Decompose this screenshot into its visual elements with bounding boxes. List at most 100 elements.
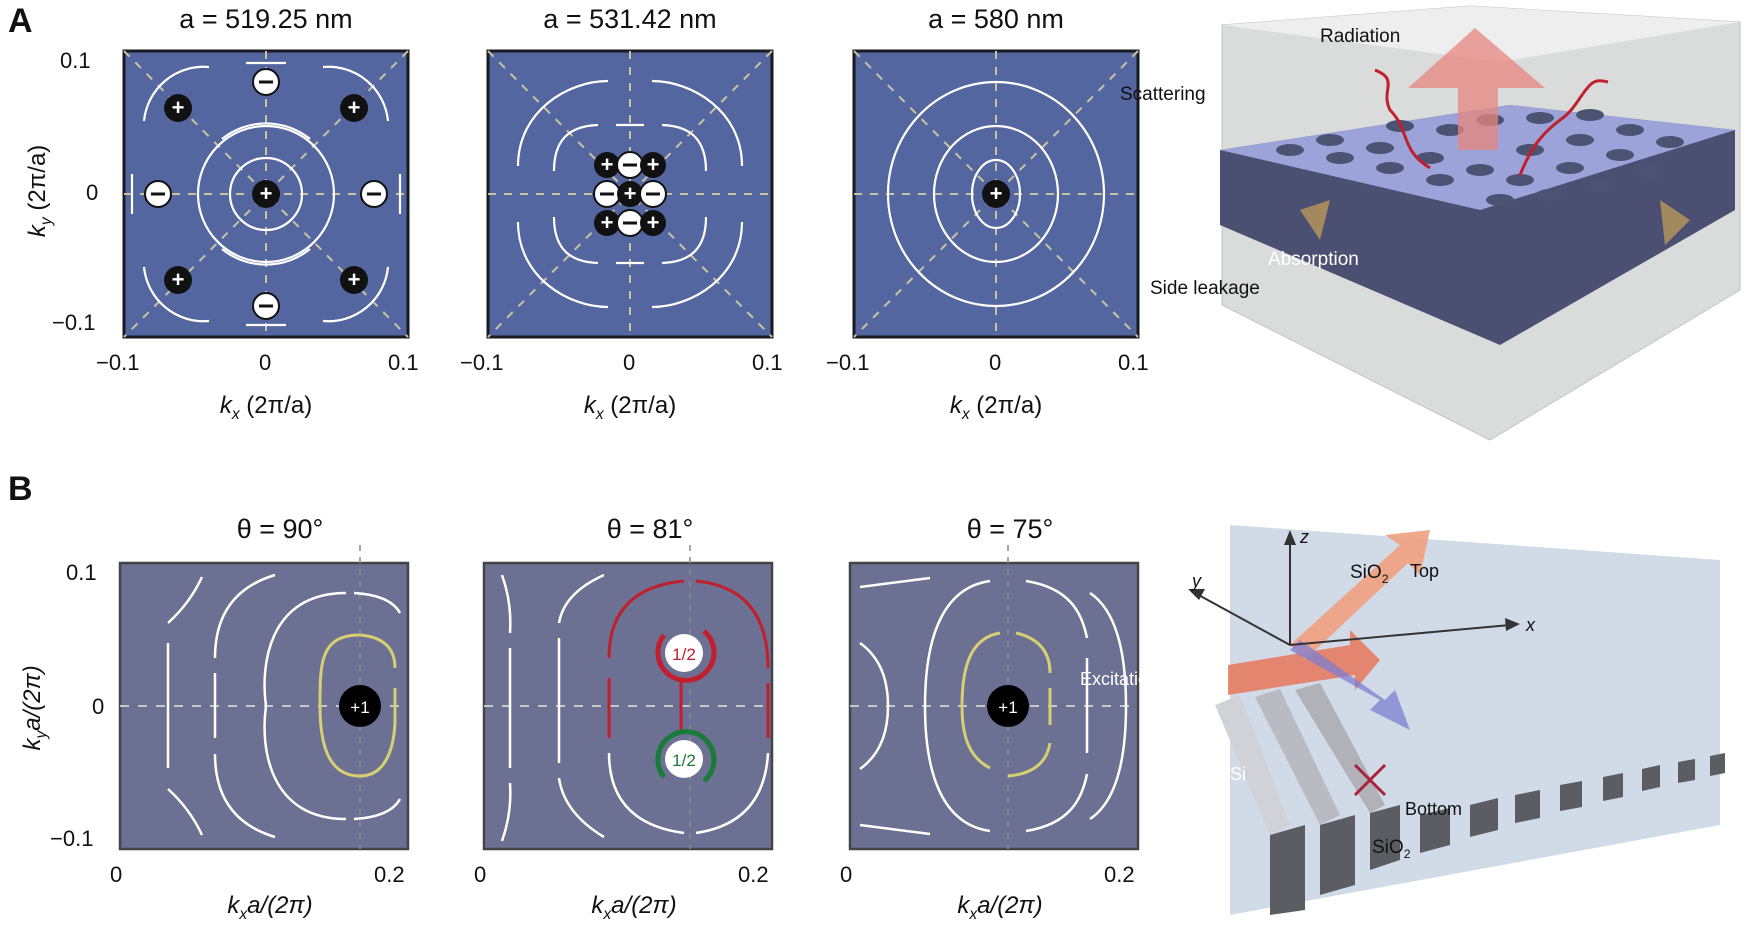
- vector-field-plot-a3: +: [852, 49, 1140, 339]
- xlabel-var: k: [583, 392, 596, 419]
- xtick: 0.2: [738, 862, 769, 887]
- svg-text:+: +: [647, 152, 660, 177]
- axis-z-label: z: [1299, 527, 1309, 547]
- label-absorption: Absorption: [1268, 249, 1359, 270]
- xtick: 0.2: [1104, 862, 1135, 887]
- svg-text:+: +: [990, 181, 1003, 206]
- ylabel-var: k: [19, 738, 47, 751]
- xlabel-sub: x: [239, 905, 248, 923]
- svg-text:+: +: [647, 210, 660, 235]
- xtick: 0: [989, 350, 1002, 375]
- xlabel-sub: x: [231, 405, 240, 423]
- ylabel-var: k: [24, 225, 52, 238]
- plot-title: θ = 75°: [966, 514, 1054, 544]
- ylabel-a: ky (2π/a): [24, 111, 56, 271]
- vector-field-plot-b3: +1: [848, 545, 1140, 851]
- xlabel: kx (2π/a): [124, 392, 408, 424]
- sio2-subscript: 2: [1403, 846, 1411, 861]
- vector-field-plot-b2: 1/2 1/2: [482, 545, 774, 851]
- xtick: 0: [474, 862, 487, 887]
- ylabel-b: kya/(2π): [19, 628, 51, 788]
- xlabel-unit: (2π/a): [603, 392, 677, 419]
- panel-letter-a: A: [8, 2, 33, 40]
- plot-title: θ = 81°: [606, 514, 694, 544]
- xlabel: kx (2π/a): [854, 392, 1138, 424]
- grating-diagram: z y x SiO Top Excitation Si Bottom SiO: [1080, 525, 1725, 915]
- charge-label: +1: [350, 698, 369, 717]
- sio2-text: SiO: [1372, 837, 1404, 858]
- ytick: −0.1: [52, 310, 96, 335]
- xlabel-unit: a/(2π): [977, 892, 1043, 919]
- ytick: −0.1: [50, 826, 94, 851]
- ytick: 0: [86, 180, 99, 205]
- xlabel-unit: (2π/a): [969, 392, 1043, 419]
- ytick: 0.1: [66, 560, 97, 585]
- ylabel-sub: y: [32, 730, 50, 739]
- xlabel: kxa/(2π): [190, 892, 350, 924]
- label-scattering: Scattering: [1120, 84, 1206, 105]
- charge-label-green: 1/2: [672, 751, 696, 770]
- label-sio2-bottom-html: SiO2: [1372, 837, 1411, 861]
- xlabel-sub: x: [961, 405, 970, 423]
- svg-text:+: +: [601, 210, 614, 235]
- label-radiation: Radiation: [1320, 26, 1400, 47]
- xlabel: kxa/(2π): [554, 892, 714, 924]
- axis-y-label: y: [1190, 571, 1202, 591]
- svg-text:+: +: [624, 181, 637, 206]
- svg-text:+: +: [260, 181, 273, 206]
- label-sio2-top-html: SiO2: [1350, 562, 1389, 586]
- xtick: 0.1: [388, 350, 419, 375]
- svg-text:+: +: [172, 95, 185, 120]
- xlabel-var: k: [227, 892, 240, 919]
- vector-field-plot-b1: +1: [118, 545, 410, 851]
- panel-letter-b: B: [8, 470, 33, 508]
- xtick: −0.1: [96, 350, 140, 375]
- plot-title: a = 580 nm: [928, 4, 1064, 34]
- xtick: 0: [110, 862, 123, 887]
- xtick: −0.1: [460, 350, 504, 375]
- ylabel-sub: y: [37, 217, 55, 226]
- label-bottom: Bottom: [1405, 799, 1462, 819]
- xtick: 0.2: [374, 862, 405, 887]
- xlabel-var: k: [957, 892, 970, 919]
- sio2-subscript: 2: [1381, 571, 1389, 586]
- ytick: 0.1: [60, 48, 91, 73]
- photonic-crystal-slab-diagram: Radiation Scattering Absorption Side lea…: [1120, 5, 1741, 441]
- xlabel-unit: a/(2π): [247, 892, 313, 919]
- xlabel-var: k: [949, 392, 962, 419]
- vector-field-plot-a1: + + + + +: [122, 49, 410, 339]
- label-si: Si: [1230, 764, 1246, 784]
- xlabel: kxa/(2π): [920, 892, 1080, 924]
- plot-title: a = 531.42 nm: [543, 4, 717, 34]
- xlabel: kx (2π/a): [488, 392, 772, 424]
- svg-text:+: +: [601, 152, 614, 177]
- xtick: 0.1: [752, 350, 783, 375]
- label-excitation: Excitation: [1080, 669, 1158, 689]
- charge-label-red: 1/2: [672, 645, 696, 664]
- xlabel-sub: x: [603, 905, 612, 923]
- svg-text:+: +: [172, 267, 185, 292]
- xlabel-var: k: [591, 892, 604, 919]
- svg-text:+: +: [348, 95, 361, 120]
- charge-markers: + + + + +: [144, 68, 388, 320]
- xlabel-sub: x: [595, 405, 604, 423]
- sio2-text: SiO: [1350, 562, 1382, 583]
- xtick: 0.1: [1118, 350, 1149, 375]
- charge-label: +1: [998, 698, 1017, 717]
- plot-title: a = 519.25 nm: [179, 4, 353, 34]
- xlabel-unit: a/(2π): [611, 892, 677, 919]
- xtick: −0.1: [826, 350, 870, 375]
- svg-text:+: +: [348, 267, 361, 292]
- ytick: 0: [92, 694, 105, 719]
- vector-field-plot-a2: + + + + +: [486, 49, 774, 339]
- xlabel-var: k: [219, 392, 232, 419]
- xtick: 0: [623, 350, 636, 375]
- axis-x-label: x: [1525, 615, 1536, 635]
- xlabel-sub: x: [969, 905, 978, 923]
- xlabel-unit: (2π/a): [239, 392, 313, 419]
- plot-title: θ = 90°: [236, 514, 324, 544]
- label-top: Top: [1410, 561, 1439, 581]
- ylabel-unit: (2π/a): [24, 144, 52, 218]
- label-side-leakage: Side leakage: [1150, 278, 1260, 299]
- xtick: 0: [259, 350, 272, 375]
